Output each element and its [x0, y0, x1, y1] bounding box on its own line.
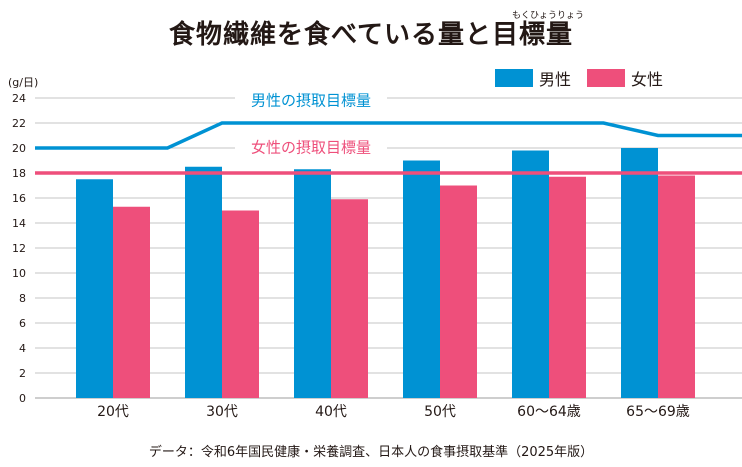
bar-male-5	[512, 150, 549, 398]
title-ruby: もくひょうりょう	[512, 11, 585, 21]
y-tick-label: 24	[12, 92, 26, 105]
bar-male-4	[403, 160, 440, 398]
y-tick-label: 4	[19, 342, 26, 355]
y-tick-label: 18	[12, 167, 26, 180]
data-source: データ：令和6年国民健康・栄養調査、日本人の食事摂取基準（2025年版）	[148, 445, 594, 460]
bar-female-5	[549, 176, 586, 398]
x-category-label: 40代	[315, 404, 347, 420]
bar-male-1	[76, 179, 113, 398]
legend-item-female: 女性	[587, 66, 663, 90]
chart-title: 食物繊維を食べている量と目標量	[0, 14, 742, 51]
y-tick-label: 12	[12, 242, 26, 255]
y-tick-label: 22	[12, 117, 26, 130]
x-category-label: 60〜64歳	[517, 404, 581, 420]
bar-female-1	[113, 206, 150, 398]
y-tick-label: 20	[12, 142, 26, 155]
legend-swatch-female	[587, 69, 626, 87]
male-target-label-bg	[235, 91, 387, 109]
legend-swatch-male	[495, 69, 533, 87]
x-category-label: 30代	[206, 404, 238, 420]
y-tick-label: 0	[19, 392, 26, 405]
legend-item-male: 男性	[495, 66, 571, 90]
bar-male-2	[185, 166, 222, 398]
y-tick-label: 8	[19, 292, 26, 305]
bar-female-2	[222, 210, 259, 398]
male-target-line	[35, 121, 742, 150]
male-target-label: 男性の摂取目標量	[251, 92, 371, 110]
y-tick-label: 6	[19, 317, 26, 330]
y-tick-label: 10	[12, 267, 26, 280]
chart-legend: 男性 女性	[495, 66, 671, 90]
y-tick-label: 2	[19, 367, 26, 380]
bar-female-4	[440, 185, 477, 398]
female-target-label-bg	[235, 138, 387, 156]
female-target-label: 女性の摂取目標量	[251, 139, 371, 157]
legend-label-female: 女性	[631, 70, 664, 89]
x-category-label: 65〜69歳	[626, 404, 690, 420]
chart-title-text: 食物繊維を食べている量と目標量	[169, 20, 573, 50]
bar-male-3	[294, 169, 331, 398]
y-axis-unit: (g/日)	[8, 76, 39, 89]
legend-label-male: 男性	[539, 70, 572, 89]
bar-female-3	[331, 199, 368, 398]
y-tick-label: 16	[12, 192, 26, 205]
x-category-label: 50代	[424, 404, 456, 420]
bar-male-6	[621, 148, 658, 398]
y-tick-label: 14	[12, 217, 26, 230]
x-category-label: 20代	[97, 404, 129, 420]
bar-female-6	[658, 175, 695, 398]
